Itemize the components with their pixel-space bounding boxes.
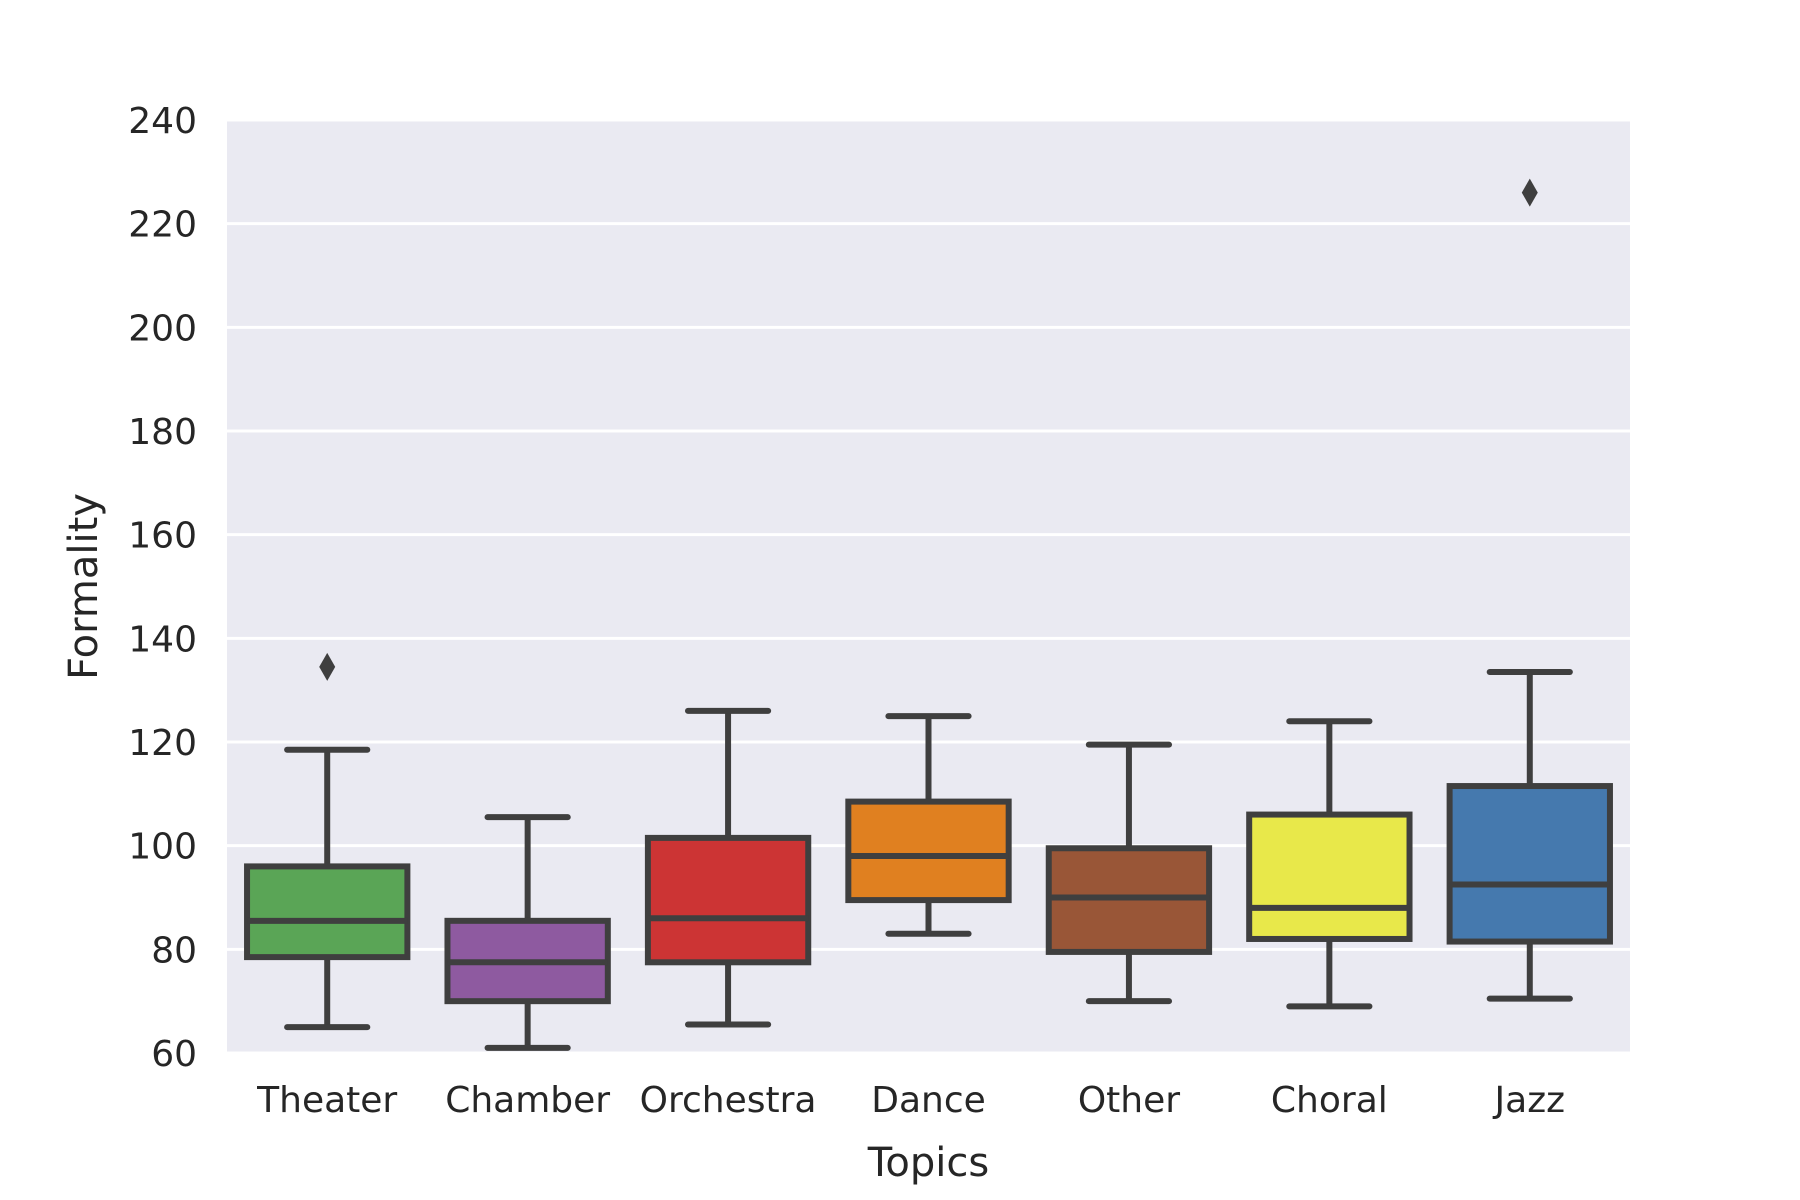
x-tick-labels: Theater Chamber Orchestra Dance Other Choral J… [256,1080,1565,1121]
box-other [1045,741,1213,1005]
box-jazz [1446,178,1613,1002]
y-axis-label: Formality [61,493,107,680]
x-axis-label: Topics [867,1140,989,1186]
box-theater [244,652,411,1031]
y-tick-label: 80 [151,930,197,971]
x-tick-label: Jazz [1493,1080,1565,1121]
box-chamber [444,814,611,1051]
outlier-point [1521,178,1538,207]
y-tick-label: 220 [128,205,197,246]
x-tick-label: Choral [1271,1080,1388,1121]
y-tick-label: 200 [128,308,197,349]
iqr-box [644,834,812,966]
y-tick-label: 100 [128,827,197,868]
iqr-box [244,863,411,961]
y-tick-labels: 60 80 100 120 140 160 180 200 220 240 [128,101,197,1075]
box-orchestra [644,707,812,1028]
y-tick-label: 180 [128,412,197,453]
y-tick-label: 140 [128,619,197,660]
x-tick-label: Other [1078,1080,1180,1121]
boxes [244,178,1613,1051]
box-dance [845,713,1012,937]
box-choral [1246,718,1413,1010]
x-tick-label: Orchestra [640,1080,817,1121]
x-tick-label: Chamber [445,1080,610,1121]
x-tick-label: Dance [871,1080,986,1121]
iqr-box [1446,783,1613,945]
y-tick-label: 120 [128,723,197,764]
y-tick-label: 160 [128,516,197,557]
iqr-box [845,798,1012,904]
iqr-box [1246,811,1413,942]
x-tick-label: Theater [256,1080,397,1121]
y-tick-label: 60 [151,1034,197,1075]
y-tick-label: 240 [128,101,197,142]
outlier-point [319,652,336,681]
